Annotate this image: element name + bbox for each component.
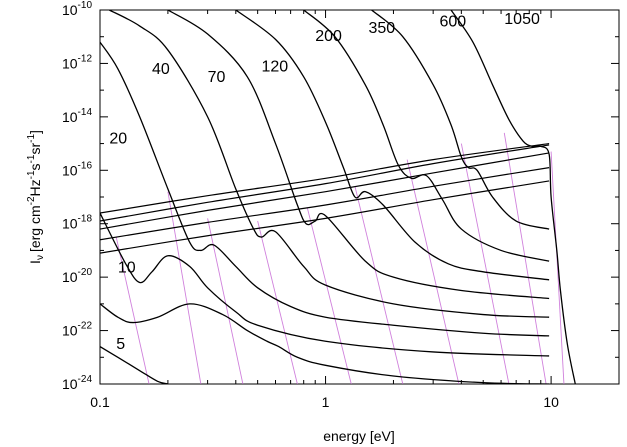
y-tick-base: 10 xyxy=(62,376,78,392)
y-axis-label: Iν[erg cm-2Hz-1s-1sr-1] xyxy=(26,130,46,264)
background-line-5 xyxy=(100,180,550,254)
guide-line-9 xyxy=(503,132,547,384)
curve-label-40: 40 xyxy=(152,61,170,78)
y-tick-exponent: -14 xyxy=(78,107,93,118)
y-tick-base: 10 xyxy=(62,162,78,178)
y-axis-label-unit-exp-1: -2 xyxy=(26,196,37,205)
y-tick-base: 10 xyxy=(62,269,78,285)
y-axis-label-unit-exp-4: -1 xyxy=(26,134,37,143)
curve-labels: 5 10 20 40 70 120 200 350 600 1050 xyxy=(109,11,540,353)
guide-line-10 xyxy=(550,151,565,384)
y-tick-base: 10 xyxy=(62,55,78,71)
y-tick-base: 10 xyxy=(62,2,78,18)
x-tick-label: 1 xyxy=(322,394,330,410)
curve-label-1050: 1050 xyxy=(504,11,540,28)
y-axis-label-subscript: ν xyxy=(35,255,46,260)
guide-line-4 xyxy=(257,220,298,384)
guide-line-3 xyxy=(207,218,244,384)
guide-line-7 xyxy=(406,159,460,384)
curve-label-600: 600 xyxy=(439,14,466,31)
guide-lines xyxy=(115,132,565,384)
y-tick-label: 10-16 xyxy=(62,160,92,178)
y-axis-label-unit-4: sr xyxy=(27,143,43,155)
background-line-3 xyxy=(100,152,550,230)
series-line-10 xyxy=(100,303,550,384)
x-tick-labels: 0.1 1 10 xyxy=(90,394,559,410)
x-tick-label: 0.1 xyxy=(90,394,110,410)
curve-label-70: 70 xyxy=(208,69,226,86)
series-line-200 xyxy=(235,10,550,281)
y-tick-label: 10-18 xyxy=(62,214,92,232)
y-tick-label: 10-12 xyxy=(62,53,92,71)
axis-ticks xyxy=(99,9,620,385)
y-tick-label: 10-24 xyxy=(62,374,92,392)
y-axis-label-unit-exp-2: -1 xyxy=(26,170,37,179)
guide-line-1 xyxy=(115,236,150,384)
series-line-70 xyxy=(109,10,550,318)
background-series-lines xyxy=(100,142,550,254)
y-axis-label-unit-3: s xyxy=(27,163,43,170)
y-tick-exponent: -18 xyxy=(78,214,93,225)
y-tick-label: 10-22 xyxy=(62,321,92,339)
curve-label-5: 5 xyxy=(116,336,125,353)
x-tick-label: 10 xyxy=(543,394,559,410)
y-axis-label-main: I xyxy=(27,260,43,264)
y-tick-exponent: -10 xyxy=(78,0,93,11)
y-tick-exponent: -12 xyxy=(78,53,93,64)
curve-label-350: 350 xyxy=(368,20,395,37)
guide-line-6 xyxy=(354,186,404,384)
y-tick-base: 10 xyxy=(62,323,78,339)
curve-label-200: 200 xyxy=(315,28,342,45)
series-lines xyxy=(100,10,576,384)
background-line-2 xyxy=(100,144,550,222)
curve-label-20: 20 xyxy=(109,131,127,148)
plot-frame xyxy=(99,9,620,385)
y-tick-label: 10-10 xyxy=(62,0,92,18)
background-line-4 xyxy=(100,167,550,241)
series-line-600 xyxy=(371,10,550,230)
guide-line-8 xyxy=(460,143,510,384)
series-line-40 xyxy=(100,41,550,337)
series-line-20 xyxy=(100,212,550,357)
y-axis-label-unit-close: ] xyxy=(27,130,43,134)
y-tick-base: 10 xyxy=(62,216,78,232)
series-line-120 xyxy=(167,10,550,300)
y-tick-exponent: -20 xyxy=(78,267,93,278)
guide-line-5 xyxy=(306,207,352,384)
y-axis-label-unit-exp-3: -1 xyxy=(26,154,37,163)
y-axis-label-unit-2: Hz xyxy=(27,179,43,196)
curve-label-10: 10 xyxy=(118,259,136,276)
y-tick-exponent: -24 xyxy=(78,374,93,385)
y-tick-label: 10-14 xyxy=(62,107,92,125)
y-tick-exponent: -22 xyxy=(78,321,93,332)
x-axis-label: energy [eV] xyxy=(323,428,395,444)
background-line-1 xyxy=(100,142,550,214)
y-axis-label-unit-1: [erg cm xyxy=(27,205,43,252)
y-tick-label: 10-20 xyxy=(62,267,92,285)
y-tick-base: 10 xyxy=(62,109,78,125)
series-line-5 xyxy=(100,346,169,384)
curve-label-120: 120 xyxy=(261,58,288,75)
guide-line-2 xyxy=(167,191,202,384)
series-line-350 xyxy=(303,10,550,262)
series-line-1050 xyxy=(450,10,576,384)
y-tick-exponent: -16 xyxy=(78,160,93,171)
